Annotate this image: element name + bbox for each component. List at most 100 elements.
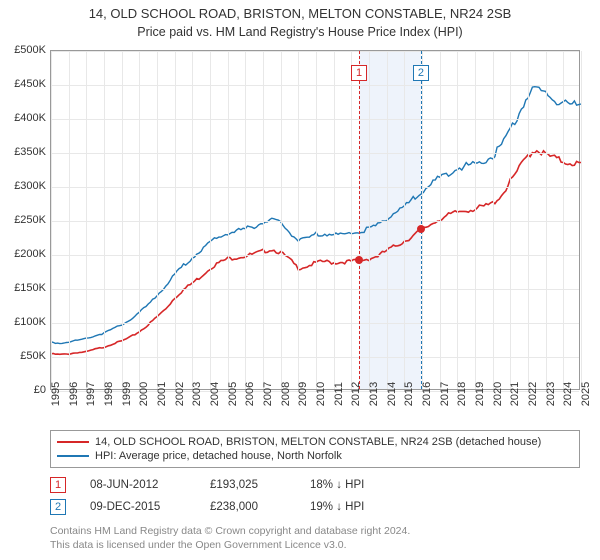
ytick-label: £500K (14, 44, 46, 56)
gridline-vertical (139, 51, 140, 389)
chart-plot-area: 12 (50, 50, 580, 390)
xtick-label: 2015 (403, 382, 415, 406)
xtick-label: 2003 (191, 382, 203, 406)
xtick-label: 2008 (280, 382, 292, 406)
gridline-vertical (369, 51, 370, 389)
xtick-label: 2014 (386, 382, 398, 406)
ytick-label: £150K (14, 282, 46, 294)
sale-point-dot (355, 256, 363, 264)
ytick-label: £200K (14, 248, 46, 260)
legend-label: HPI: Average price, detached house, Nort… (95, 450, 342, 462)
chart-lines-svg (51, 51, 579, 389)
sale-date: 09-DEC-2015 (90, 501, 210, 513)
gridline-vertical (210, 51, 211, 389)
ytick-label: £450K (14, 78, 46, 90)
sale-price: £238,000 (210, 501, 310, 513)
gridline-vertical (581, 51, 582, 389)
ytick-label: £300K (14, 180, 46, 192)
gridline-vertical (475, 51, 476, 389)
footer-line-2: This data is licensed under the Open Gov… (50, 538, 410, 552)
gridline-vertical (228, 51, 229, 389)
legend-swatch (57, 441, 89, 443)
gridline-horizontal (51, 323, 579, 324)
legend-label: 14, OLD SCHOOL ROAD, BRISTON, MELTON CON… (95, 436, 541, 448)
sale-row: 108-JUN-2012£193,02518% ↓ HPI (50, 474, 430, 496)
gridline-vertical (245, 51, 246, 389)
sale-id-badge: 1 (50, 477, 66, 493)
ytick-label: £400K (14, 112, 46, 124)
chart-title: 14, OLD SCHOOL ROAD, BRISTON, MELTON CON… (0, 0, 600, 23)
gridline-vertical (298, 51, 299, 389)
xtick-label: 2007 (262, 382, 274, 406)
xtick-label: 2016 (421, 382, 433, 406)
sale-marker-line (359, 51, 360, 389)
xtick-label: 2012 (350, 382, 362, 406)
gridline-vertical (157, 51, 158, 389)
legend-row: HPI: Average price, detached house, Nort… (57, 449, 573, 463)
xtick-label: 2021 (509, 382, 521, 406)
legend-row: 14, OLD SCHOOL ROAD, BRISTON, MELTON CON… (57, 435, 573, 449)
xtick-label: 2018 (456, 382, 468, 406)
xtick-label: 1998 (103, 382, 115, 406)
sale-row: 2 09-DEC-2015£238,00019% ↓ HPI (50, 496, 430, 518)
gridline-vertical (122, 51, 123, 389)
gridline-vertical (351, 51, 352, 389)
gridline-vertical (51, 51, 52, 389)
legend-swatch (57, 455, 89, 457)
xtick-label: 2010 (315, 382, 327, 406)
footer-line-1: Contains HM Land Registry data © Crown c… (50, 524, 410, 538)
ytick-label: £0 (34, 384, 46, 396)
gridline-vertical (263, 51, 264, 389)
gridline-vertical (104, 51, 105, 389)
gridline-vertical (86, 51, 87, 389)
xtick-label: 2001 (156, 382, 168, 406)
chart-subtitle: Price paid vs. HM Land Registry's House … (0, 23, 600, 39)
xtick-label: 1997 (85, 382, 97, 406)
sale-id-badge: 2 (50, 499, 66, 515)
gridline-vertical (334, 51, 335, 389)
sale-diff: 19% ↓ HPI (310, 501, 430, 513)
gridline-vertical (69, 51, 70, 389)
gridline-horizontal (51, 255, 579, 256)
gridline-vertical (175, 51, 176, 389)
gridline-horizontal (51, 289, 579, 290)
gridline-horizontal (51, 221, 579, 222)
gridline-vertical (422, 51, 423, 389)
legend: 14, OLD SCHOOL ROAD, BRISTON, MELTON CON… (50, 430, 580, 468)
xtick-label: 2011 (333, 382, 345, 406)
sale-marker-line (421, 51, 422, 389)
gridline-vertical (281, 51, 282, 389)
gridline-vertical (316, 51, 317, 389)
gridline-horizontal (51, 357, 579, 358)
gridline-vertical (440, 51, 441, 389)
gridline-horizontal (51, 153, 579, 154)
ytick-label: £250K (14, 214, 46, 226)
gridline-vertical (510, 51, 511, 389)
gridline-vertical (563, 51, 564, 389)
xtick-label: 2020 (492, 382, 504, 406)
xtick-label: 2005 (227, 382, 239, 406)
gridline-horizontal (51, 187, 579, 188)
sale-point-dot (417, 225, 425, 233)
xtick-label: 2009 (297, 382, 309, 406)
sale-date: 08-JUN-2012 (90, 479, 210, 491)
xtick-label: 1995 (50, 382, 62, 406)
xtick-label: 2017 (439, 382, 451, 406)
gridline-horizontal (51, 51, 579, 52)
gridline-vertical (528, 51, 529, 389)
sale-price: £193,025 (210, 479, 310, 491)
xtick-label: 2002 (174, 382, 186, 406)
sale-marker-badge: 1 (351, 65, 367, 81)
gridline-vertical (404, 51, 405, 389)
xtick-label: 2023 (545, 382, 557, 406)
xtick-label: 2004 (209, 382, 221, 406)
xtick-label: 2006 (244, 382, 256, 406)
ytick-label: £50K (20, 350, 46, 362)
xtick-label: 1999 (121, 382, 133, 406)
gridline-vertical (493, 51, 494, 389)
xtick-label: 2022 (527, 382, 539, 406)
gridline-horizontal (51, 85, 579, 86)
gridline-vertical (546, 51, 547, 389)
xtick-label: 2024 (562, 382, 574, 406)
gridline-vertical (457, 51, 458, 389)
